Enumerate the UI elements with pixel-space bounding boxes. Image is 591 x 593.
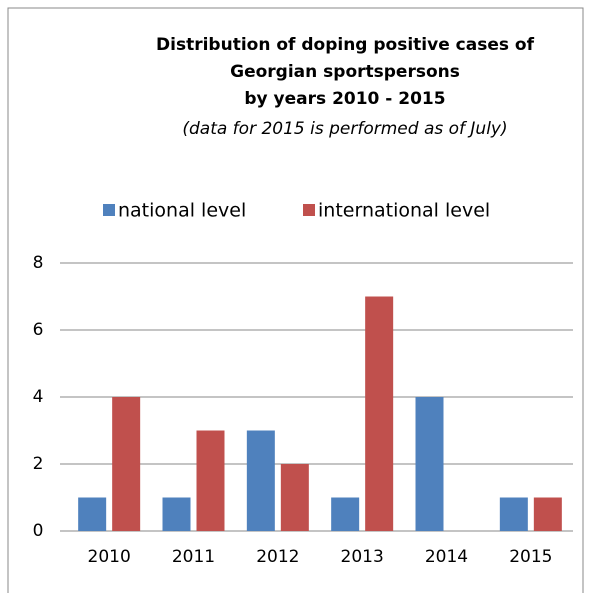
x-tick-label: 2010 <box>88 547 131 567</box>
bar <box>246 430 275 531</box>
bar <box>280 464 309 531</box>
bar <box>162 497 191 531</box>
y-tick-label: 4 <box>33 387 44 407</box>
y-tick-label: 8 <box>33 253 44 273</box>
bar <box>365 296 394 531</box>
chart-title: Georgian sportspersons <box>230 62 460 82</box>
chart-frame <box>7 7 584 593</box>
bar <box>112 397 141 531</box>
chart-title: by years 2010 - 2015 <box>244 89 445 109</box>
chart-title: Distribution of doping positive cases of <box>156 35 535 55</box>
legend-label: national level <box>118 200 246 222</box>
chart-subtitle: (data for 2015 is performed as of July) <box>182 119 507 139</box>
y-tick-label: 0 <box>33 521 44 541</box>
x-tick-label: 2011 <box>172 547 215 567</box>
x-tick-label: 2015 <box>509 547 552 567</box>
y-tick-label: 2 <box>33 454 44 474</box>
bar <box>415 397 444 531</box>
legend-label: international level <box>318 200 490 222</box>
legend-swatch <box>303 204 315 216</box>
bar <box>331 497 360 531</box>
bar <box>533 497 562 531</box>
x-tick-label: 2013 <box>341 547 384 567</box>
bar <box>78 497 107 531</box>
bar <box>196 430 225 531</box>
legend-swatch <box>103 204 115 216</box>
x-tick-label: 2014 <box>425 547 468 567</box>
bar <box>499 497 528 531</box>
y-tick-label: 6 <box>33 320 44 340</box>
x-tick-label: 2012 <box>256 547 299 567</box>
